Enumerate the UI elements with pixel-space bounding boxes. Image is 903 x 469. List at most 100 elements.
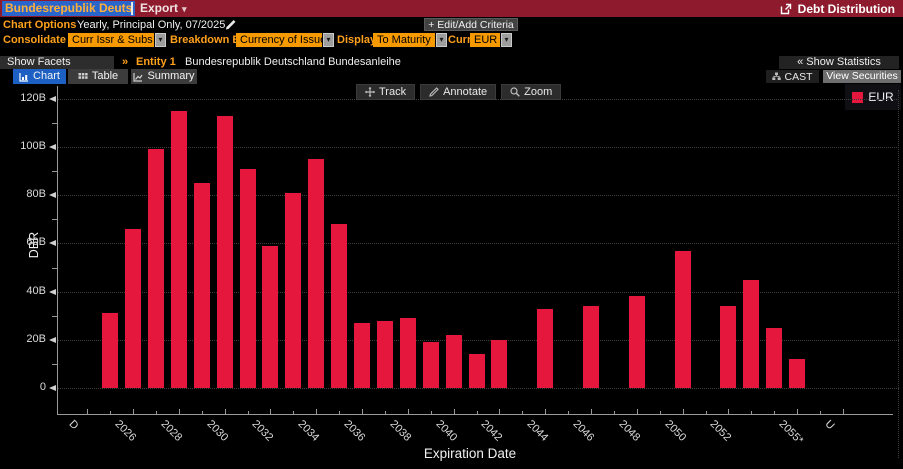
gridline-60B [57,243,899,245]
tab-table-label: Table [91,70,119,82]
x-major-tick [728,409,729,414]
x-tick-label-2040: 2040 [433,418,459,444]
x-minor-tick [202,411,203,414]
x-minor-tick [156,411,157,414]
bar-2025[interactable] [102,313,119,388]
bar-2036[interactable] [354,322,370,388]
bar-2035[interactable] [331,224,348,388]
bar-2034[interactable] [308,159,325,388]
x-minor-tick [293,411,294,414]
bar-2042[interactable] [491,339,508,388]
bar-2039[interactable] [422,342,439,388]
show-facets-button[interactable]: Show Facets [0,56,114,69]
zoom-button[interactable]: Zoom [501,84,562,100]
chart-legend[interactable]: EUR [845,84,901,110]
bar-2026[interactable] [125,228,141,388]
y-minor-tick [52,122,57,124]
gridline-100B [57,147,899,148]
x-major-tick [87,409,88,414]
display-dropdown-value[interactable]: To Maturity [373,33,435,47]
curr-dropdown-value[interactable]: EUR [470,33,500,47]
track-button[interactable]: Track [356,84,416,100]
table-tab-icon [78,72,88,82]
external-link-icon[interactable] [780,3,792,15]
cast-hierarchy-icon [772,72,782,81]
x-tick-label-2026: 2026 [112,418,139,444]
x-major-tick [499,409,500,414]
chevron-down-icon[interactable]: ▾ [501,33,512,47]
x-tick-label-2044: 2044 [524,418,551,444]
chart-options-label[interactable]: Chart Options [3,19,77,31]
tab-summary-label: Summary [147,70,195,82]
edit-add-criteria-button[interactable]: + Edit/Add Criteria [424,18,518,31]
bar-2053[interactable] [743,279,760,389]
y-axis-line [57,86,58,414]
chart-tab-icon [19,72,29,82]
tab-chart-label: Chart [33,70,60,82]
x-major-tick [591,409,592,414]
consolidate-dropdown-value[interactable]: Curr Issr & Subs [68,33,154,47]
bar-2050[interactable] [674,250,691,388]
bar-2032[interactable] [262,245,279,388]
x-major-tick [545,409,546,414]
bar-2055[interactable] [789,359,806,388]
bar-2044[interactable] [537,308,554,388]
track-button-label: Track [379,86,407,98]
x-major-tick [797,409,798,414]
x-tick-label-2055*: 2055* [776,418,806,447]
y-tick-label: 80B [26,188,46,201]
bar-2038[interactable] [399,318,416,388]
cast-button[interactable]: CAST [766,70,819,83]
breakdown-by-dropdown[interactable]: Currency of Issue ▾ [236,33,334,47]
bar-2033[interactable] [285,192,302,388]
x-minor-tick [477,411,478,414]
x-tick-label-2050: 2050 [662,418,688,444]
show-statistics-button[interactable]: « Show Statistics [779,56,899,69]
bar-2037[interactable] [376,320,393,388]
export-menu[interactable]: Export ▾ [140,1,187,15]
security-input[interactable]: Bundesrepublik Deuts [2,1,136,16]
bar-2029[interactable] [193,183,210,388]
gridline-80B [57,195,899,197]
facets-chevron-icon[interactable]: » [122,56,129,68]
y-minor-tick [52,171,57,173]
gridline-0B [57,388,899,389]
bar-2040[interactable] [445,335,462,388]
bar-2030[interactable] [216,115,233,388]
x-tick-label-2032: 2032 [249,418,276,444]
x-tick-label-2046: 2046 [570,418,597,444]
x-minor-tick [522,411,523,414]
tab-summary[interactable]: Summary [131,69,197,84]
bar-2054[interactable] [766,327,783,389]
bar-2048[interactable] [628,296,645,388]
bar-2028[interactable] [170,110,187,388]
consolidate-dropdown[interactable]: Curr Issr & Subs ▾ [68,33,166,47]
x-minor-tick [385,411,386,414]
y-tick-arrow-icon [49,240,56,247]
options-row: Chart Options Yearly, Principal Only, 07… [0,18,903,32]
chevron-down-icon[interactable]: ▾ [155,33,166,47]
y-tick-arrow-icon [49,288,56,295]
tabs-row: Chart Table Summary CAST View Securities [0,69,903,84]
bar-2027[interactable] [147,149,164,388]
display-dropdown[interactable]: To Maturity ▾ [373,33,447,47]
gridline-20B [57,339,899,341]
edit-pencil-icon[interactable] [224,18,237,31]
tab-table[interactable]: Table [68,69,128,84]
chevron-down-icon[interactable]: ▾ [436,33,447,47]
breakdown-by-dropdown-value[interactable]: Currency of Issue [236,33,326,47]
y-tick-label: 60B [26,236,46,249]
tab-chart[interactable]: Chart [13,69,66,84]
x-minor-tick [110,411,111,414]
chevron-down-icon[interactable]: ▾ [323,33,334,47]
curr-dropdown[interactable]: EUR ▾ [470,33,512,47]
y-minor-tick [52,219,57,221]
cast-button-label: CAST [784,70,813,83]
bar-2031[interactable] [239,168,256,388]
bar-2046[interactable] [583,306,599,388]
bar-2041[interactable] [468,354,485,388]
view-securities-button[interactable]: View Securities [823,70,901,83]
bar-2052[interactable] [720,306,737,388]
annotate-button[interactable]: Annotate [420,84,497,100]
x-minor-tick [820,411,821,414]
